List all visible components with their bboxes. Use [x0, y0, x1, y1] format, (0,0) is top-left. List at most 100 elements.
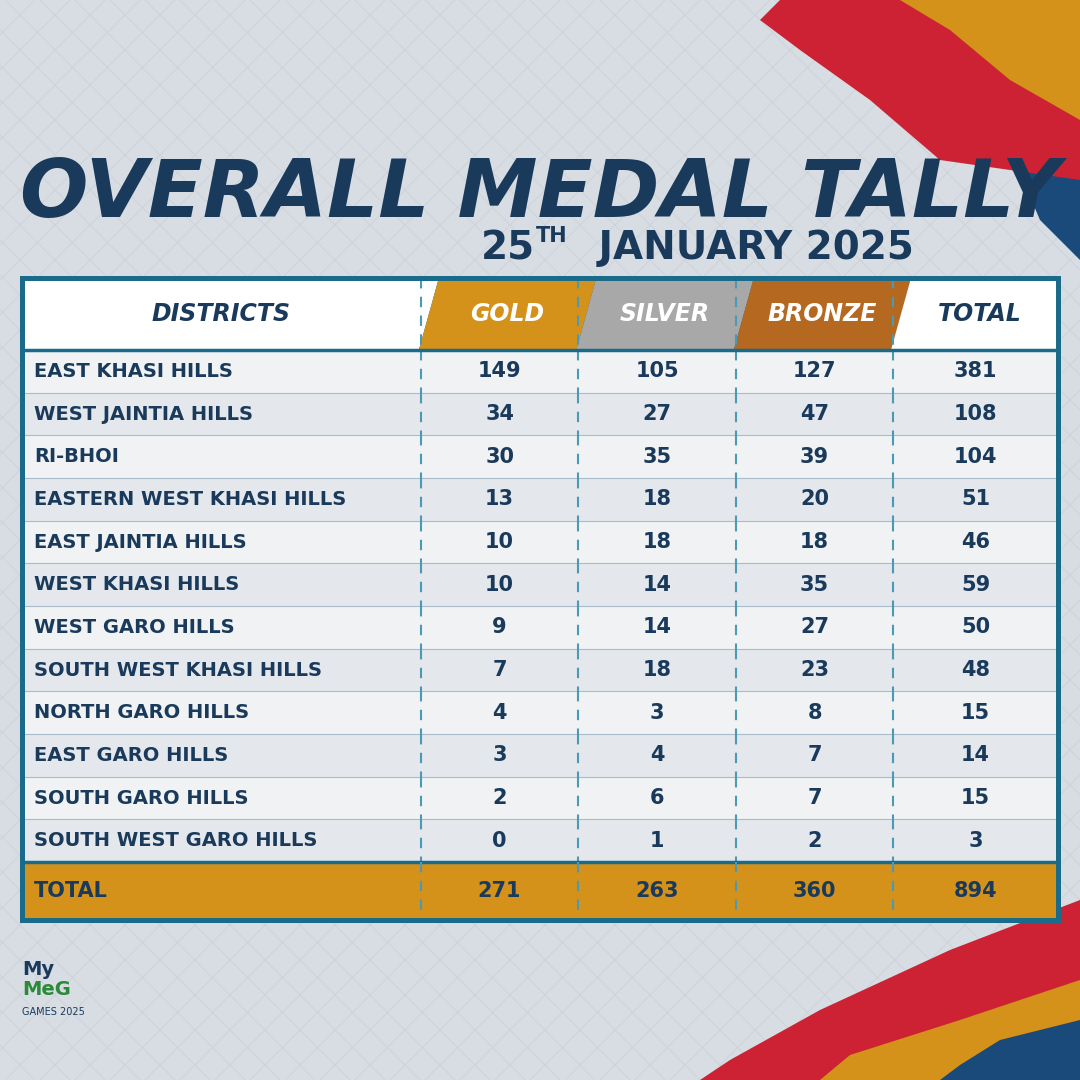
- Text: BRONZE: BRONZE: [768, 302, 877, 326]
- Text: EAST GARO HILLS: EAST GARO HILLS: [33, 746, 228, 765]
- Text: TOTAL: TOTAL: [33, 881, 108, 901]
- Text: WEST JAINTIA HILLS: WEST JAINTIA HILLS: [33, 405, 253, 423]
- Polygon shape: [900, 0, 1080, 120]
- Text: 149: 149: [477, 362, 522, 381]
- Text: 894: 894: [954, 881, 998, 901]
- Polygon shape: [577, 278, 754, 350]
- Text: 48: 48: [961, 660, 990, 680]
- Bar: [22, 777, 1058, 820]
- Polygon shape: [733, 278, 912, 350]
- Bar: [22, 278, 1058, 920]
- Text: 381: 381: [954, 362, 998, 381]
- Text: 104: 104: [954, 447, 998, 467]
- Text: NORTH GARO HILLS: NORTH GARO HILLS: [33, 703, 249, 723]
- Text: 51: 51: [961, 489, 990, 510]
- Bar: [22, 606, 1058, 649]
- Text: DISTRICTS: DISTRICTS: [152, 302, 291, 326]
- Text: 30: 30: [485, 447, 514, 467]
- Text: MeG: MeG: [22, 980, 71, 999]
- Polygon shape: [700, 900, 1080, 1080]
- Bar: [22, 820, 1058, 862]
- Text: 105: 105: [635, 362, 679, 381]
- Bar: [22, 478, 1058, 521]
- Text: 14: 14: [961, 745, 990, 766]
- Text: GAMES 2025: GAMES 2025: [22, 1007, 85, 1017]
- Text: 14: 14: [643, 618, 672, 637]
- Bar: [22, 278, 1058, 920]
- Text: 8: 8: [807, 703, 822, 723]
- Text: 35: 35: [643, 447, 672, 467]
- Text: 50: 50: [961, 618, 990, 637]
- Text: 4: 4: [650, 745, 664, 766]
- Text: 263: 263: [635, 881, 679, 901]
- Text: 360: 360: [793, 881, 836, 901]
- Text: EAST JAINTIA HILLS: EAST JAINTIA HILLS: [33, 532, 246, 552]
- Bar: [22, 393, 1058, 435]
- Bar: [22, 649, 1058, 691]
- Bar: [22, 691, 1058, 734]
- Text: JANUARY 2025: JANUARY 2025: [585, 229, 914, 267]
- Text: 23: 23: [800, 660, 829, 680]
- Text: SILVER: SILVER: [620, 302, 711, 326]
- Bar: [22, 564, 1058, 606]
- Text: 271: 271: [477, 881, 522, 901]
- Text: 108: 108: [954, 404, 998, 424]
- Text: 1: 1: [650, 831, 664, 851]
- Text: TOTAL: TOTAL: [937, 302, 1022, 326]
- Polygon shape: [419, 278, 596, 350]
- Text: My: My: [22, 960, 54, 978]
- Text: RI-BHOI: RI-BHOI: [33, 447, 119, 467]
- Text: SOUTH WEST GARO HILLS: SOUTH WEST GARO HILLS: [33, 832, 318, 850]
- Text: 35: 35: [800, 575, 829, 595]
- Text: 39: 39: [800, 447, 829, 467]
- Text: EAST KHASI HILLS: EAST KHASI HILLS: [33, 362, 233, 381]
- Text: GOLD: GOLD: [471, 302, 544, 326]
- Text: 7: 7: [807, 745, 822, 766]
- Text: 47: 47: [800, 404, 829, 424]
- Text: 2: 2: [807, 831, 822, 851]
- Text: 34: 34: [485, 404, 514, 424]
- Text: 20: 20: [800, 489, 829, 510]
- Text: 27: 27: [800, 618, 829, 637]
- Text: EASTERN WEST KHASI HILLS: EASTERN WEST KHASI HILLS: [33, 490, 347, 509]
- Bar: [22, 278, 1058, 350]
- Text: 18: 18: [643, 660, 672, 680]
- Polygon shape: [22, 278, 438, 350]
- Text: 59: 59: [961, 575, 990, 595]
- Text: 13: 13: [485, 489, 514, 510]
- Text: TH: TH: [536, 226, 568, 246]
- Polygon shape: [760, 0, 1080, 180]
- Text: 25: 25: [481, 229, 535, 267]
- Text: 3: 3: [492, 745, 507, 766]
- Polygon shape: [940, 1020, 1080, 1080]
- Text: 15: 15: [961, 703, 990, 723]
- Text: 10: 10: [485, 532, 514, 552]
- Bar: [22, 734, 1058, 777]
- Text: 15: 15: [961, 788, 990, 808]
- Polygon shape: [891, 278, 1058, 350]
- Text: 18: 18: [643, 489, 672, 510]
- Text: SOUTH GARO HILLS: SOUTH GARO HILLS: [33, 788, 248, 808]
- Text: 14: 14: [643, 575, 672, 595]
- Text: WEST GARO HILLS: WEST GARO HILLS: [33, 618, 234, 637]
- Text: 10: 10: [485, 575, 514, 595]
- Bar: [22, 350, 1058, 393]
- Text: OVERALL MEDAL TALLY: OVERALL MEDAL TALLY: [19, 156, 1061, 234]
- Polygon shape: [990, 0, 1080, 260]
- Text: 6: 6: [650, 788, 664, 808]
- Text: 0: 0: [492, 831, 507, 851]
- Bar: [22, 435, 1058, 478]
- Text: 4: 4: [492, 703, 507, 723]
- Text: 27: 27: [643, 404, 672, 424]
- Text: 3: 3: [969, 831, 983, 851]
- Bar: [22, 521, 1058, 564]
- Text: 18: 18: [643, 532, 672, 552]
- Text: 127: 127: [793, 362, 836, 381]
- Text: 46: 46: [961, 532, 990, 552]
- Text: 18: 18: [800, 532, 829, 552]
- Polygon shape: [820, 980, 1080, 1080]
- Text: 2: 2: [492, 788, 507, 808]
- Bar: [22, 862, 1058, 920]
- Text: SOUTH WEST KHASI HILLS: SOUTH WEST KHASI HILLS: [33, 661, 322, 679]
- Text: WEST KHASI HILLS: WEST KHASI HILLS: [33, 576, 240, 594]
